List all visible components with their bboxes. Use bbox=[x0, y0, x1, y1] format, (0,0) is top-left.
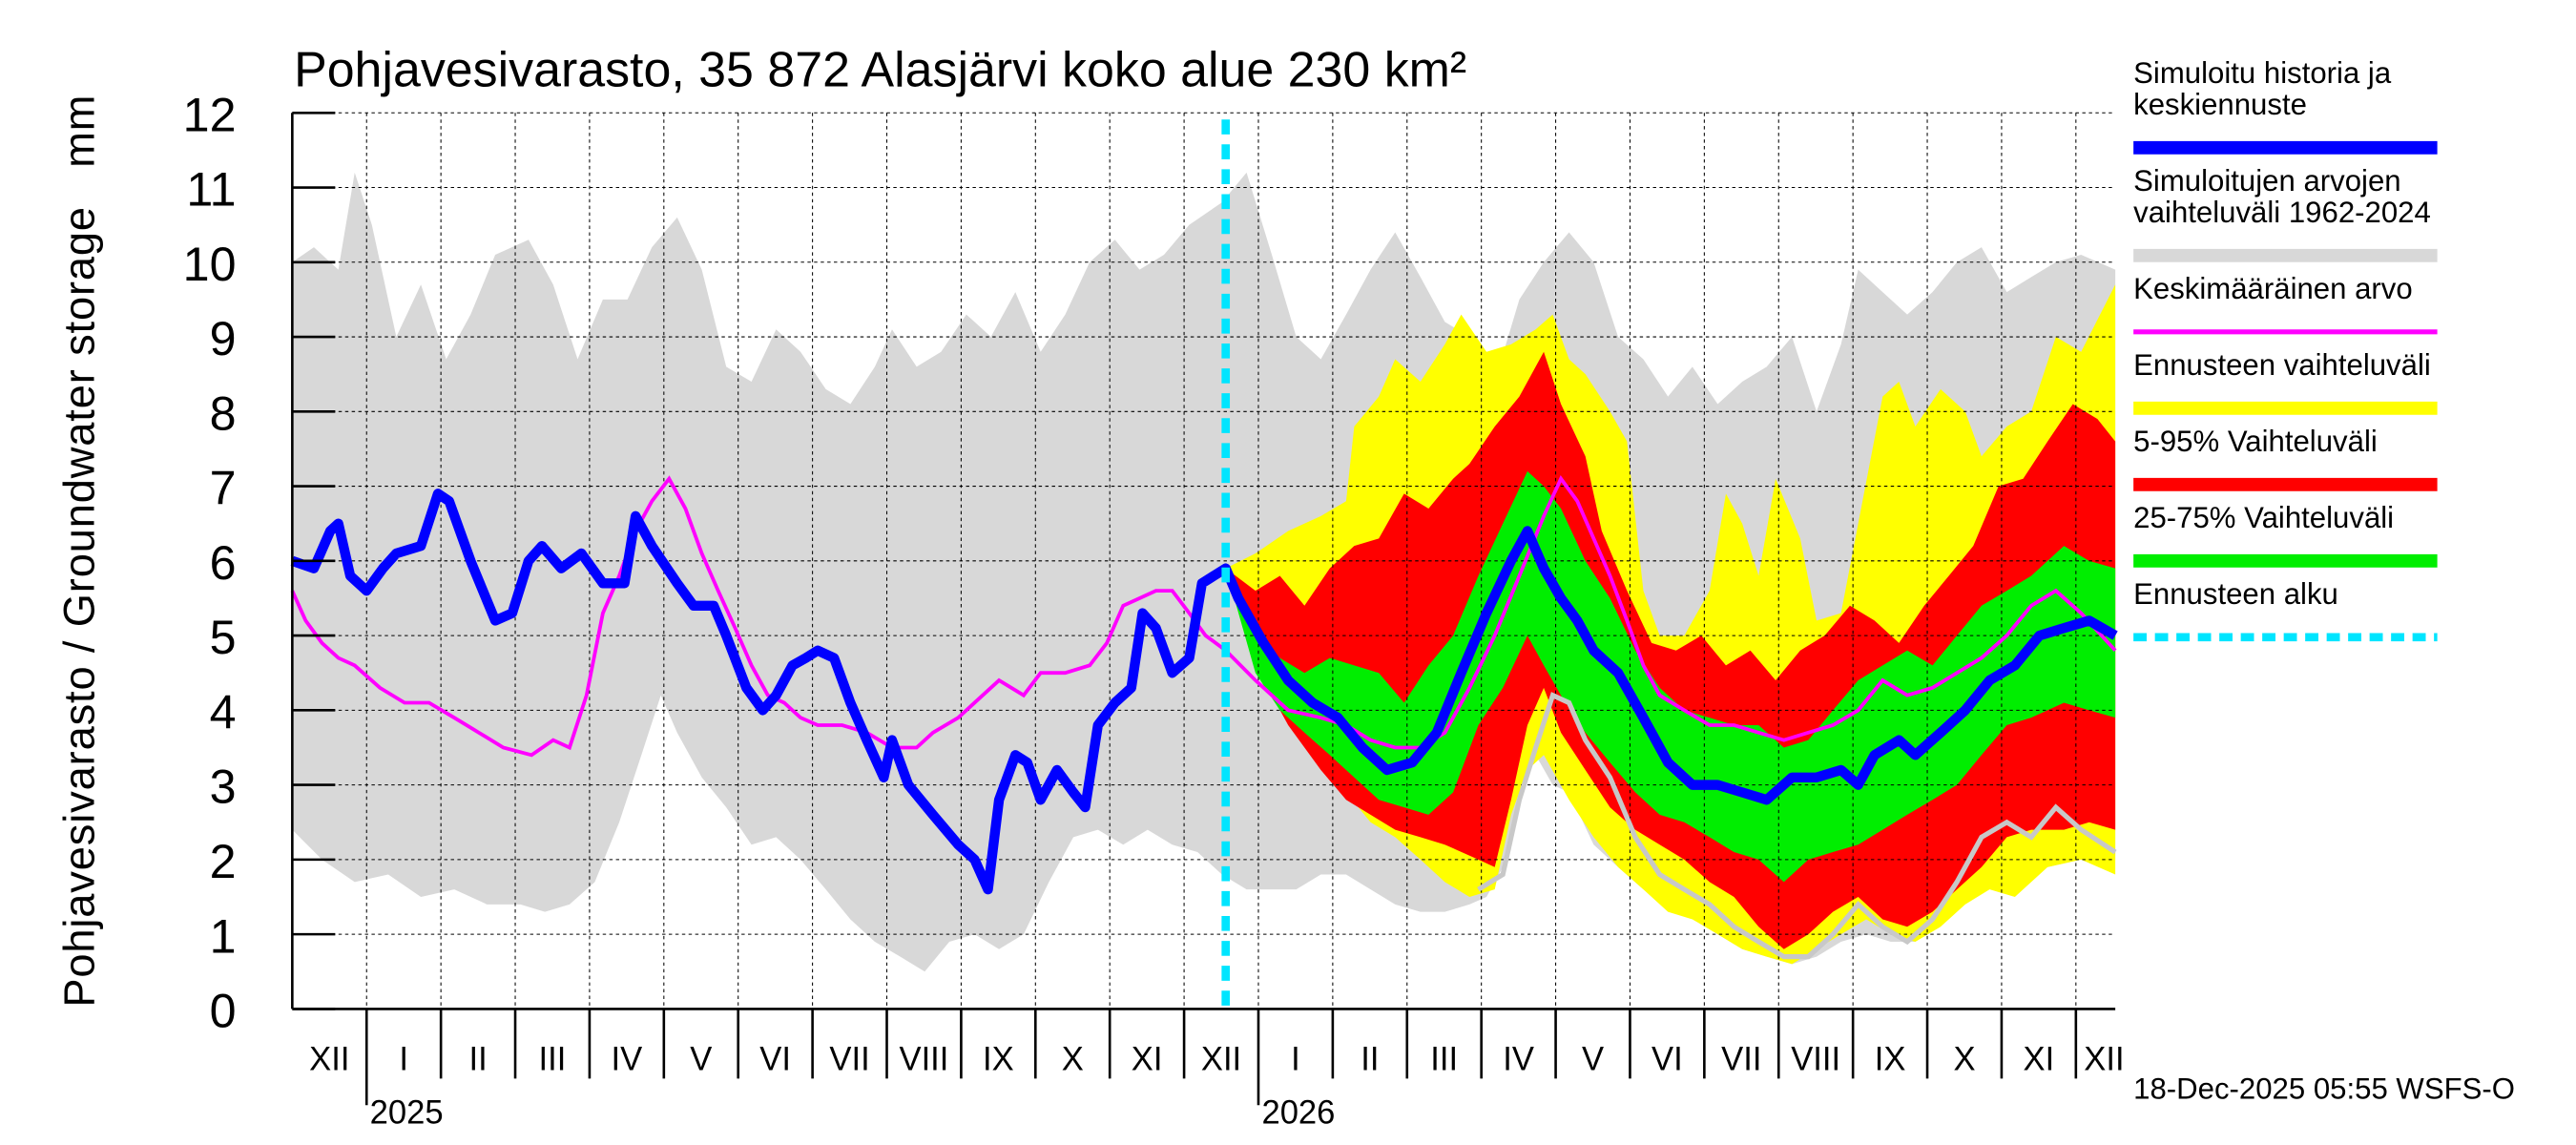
month-label: VI bbox=[759, 1042, 791, 1078]
month-label: XII bbox=[1201, 1042, 1241, 1078]
legend-label: Simuloitu historia ja bbox=[2133, 56, 2392, 90]
y-tick-label: 1 bbox=[210, 908, 237, 963]
legend-label: vaihteluväli 1962-2024 bbox=[2133, 196, 2431, 229]
forecast-gray-line bbox=[1477, 692, 2117, 960]
month-label: VIII bbox=[1791, 1042, 1840, 1078]
chart-title: Pohjavesivarasto, 35 872 Alasjärvi koko … bbox=[294, 42, 1466, 97]
y-tick-label: 3 bbox=[210, 760, 237, 814]
month-label: XI bbox=[2024, 1042, 2055, 1078]
year-label: 2026 bbox=[1261, 1094, 1335, 1131]
month-label: I bbox=[1291, 1042, 1300, 1078]
year-label: 2025 bbox=[370, 1094, 444, 1131]
y-tick-label: 6 bbox=[210, 535, 237, 590]
y-tick-label: 2 bbox=[210, 834, 237, 888]
month-label: III bbox=[539, 1042, 567, 1078]
legend-label: Keskimääräinen arvo bbox=[2133, 272, 2413, 305]
legend-label: Ennusteen alku bbox=[2133, 577, 2338, 611]
timestamp: 18-Dec-2025 05:55 WSFS-O bbox=[2133, 1072, 2515, 1105]
month-label: IX bbox=[983, 1042, 1014, 1078]
legend-label: Ennusteen vaihteluväli bbox=[2133, 348, 2431, 382]
legend-label: Simuloitujen arvojen bbox=[2133, 164, 2400, 198]
legend-label: 5-95% Vaihteluväli bbox=[2133, 425, 2378, 458]
y-tick-label: 11 bbox=[186, 162, 236, 217]
month-label: IV bbox=[1503, 1042, 1534, 1078]
p25-75-band bbox=[1225, 470, 2116, 883]
plot-area bbox=[292, 172, 2116, 972]
month-label: II bbox=[1361, 1042, 1379, 1078]
month-label: XII bbox=[309, 1042, 349, 1078]
month-label: III bbox=[1430, 1042, 1458, 1078]
y-axis-label: Pohjavesivarasto / Groundwater storage m… bbox=[55, 94, 104, 1008]
month-label: VI bbox=[1652, 1042, 1683, 1078]
series-lines bbox=[290, 119, 2118, 1010]
month-label: IX bbox=[1875, 1042, 1906, 1078]
month-label: VIII bbox=[899, 1042, 948, 1078]
simulated-median-line bbox=[290, 489, 2118, 895]
legend-label: 25-75% Vaihteluväli bbox=[2133, 501, 2394, 534]
month-label: IV bbox=[612, 1042, 643, 1078]
y-tick-label: 8 bbox=[210, 385, 237, 440]
y-tick-label: 0 bbox=[210, 983, 237, 1037]
y-tick-label: 9 bbox=[210, 311, 237, 365]
month-label: X bbox=[1953, 1042, 1975, 1078]
y-tick-label: 4 bbox=[210, 684, 237, 739]
month-label: XII bbox=[2084, 1042, 2124, 1078]
y-tick-label: 5 bbox=[210, 610, 237, 664]
month-label: VII bbox=[829, 1042, 869, 1078]
month-label: V bbox=[690, 1042, 712, 1078]
legend-label: keskiennuste bbox=[2133, 88, 2307, 121]
month-label: V bbox=[1582, 1042, 1604, 1078]
month-label: II bbox=[468, 1042, 487, 1078]
y-tick-label: 12 bbox=[183, 87, 237, 141]
month-label: XI bbox=[1132, 1042, 1163, 1078]
mean-line bbox=[290, 474, 2117, 758]
month-label: X bbox=[1062, 1042, 1084, 1078]
y-tick-label: 7 bbox=[210, 461, 237, 515]
month-label: I bbox=[399, 1042, 408, 1078]
month-label: VII bbox=[1721, 1042, 1761, 1078]
y-tick-label: 10 bbox=[183, 237, 237, 291]
